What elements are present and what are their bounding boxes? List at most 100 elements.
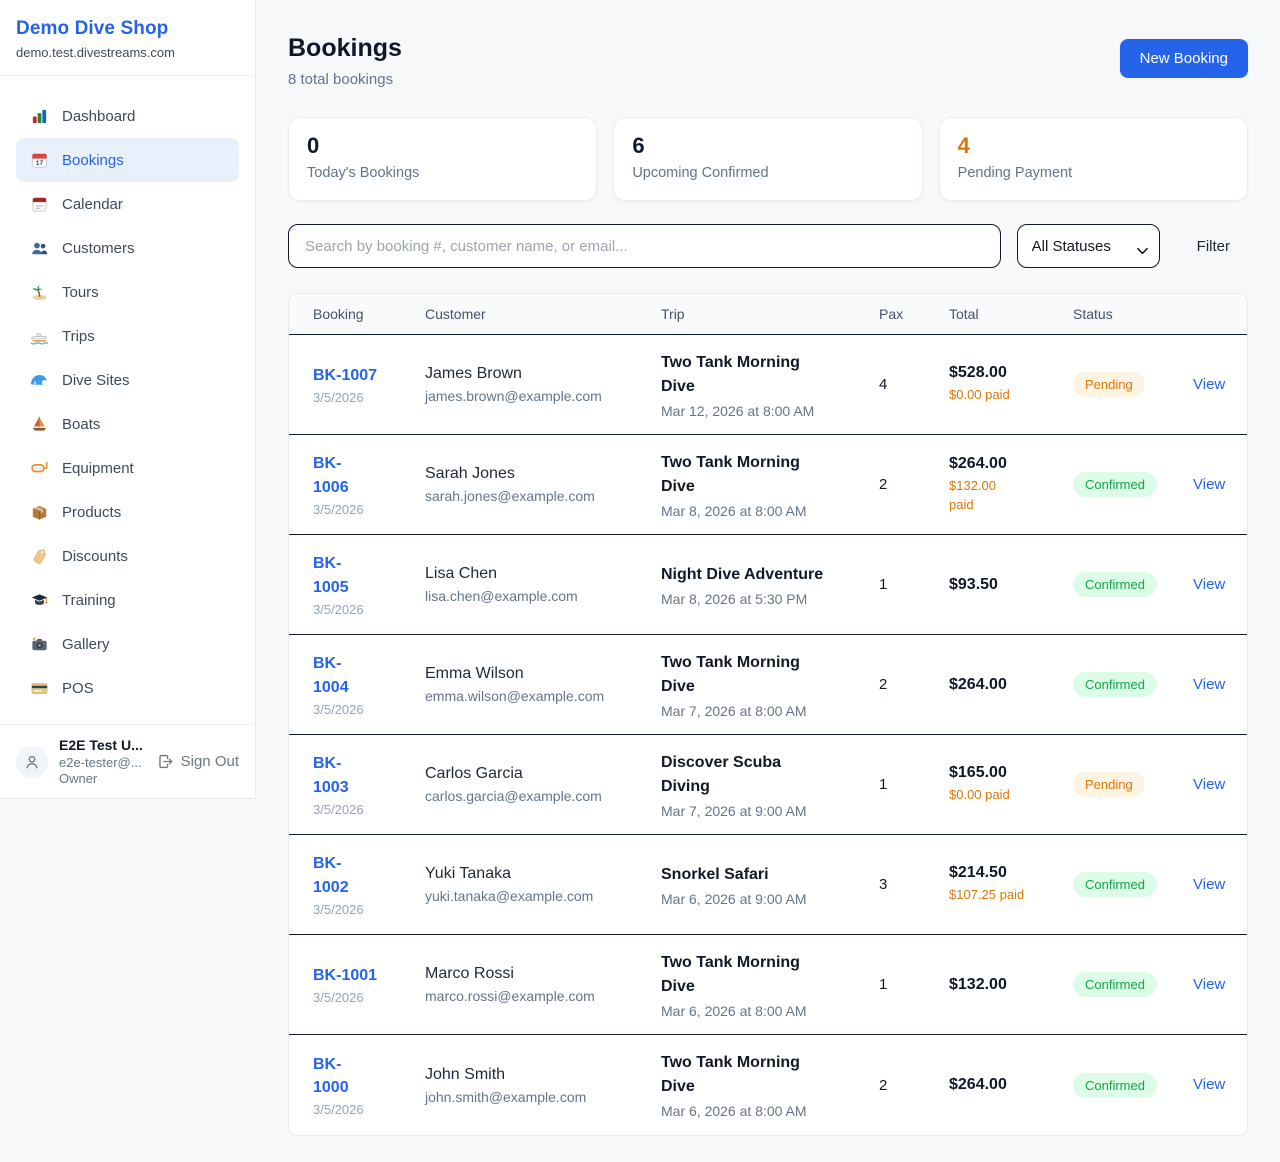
sidebar-item-training[interactable]: Training <box>16 578 239 622</box>
total-cell: $214.50 $107.25 paid <box>949 864 1073 905</box>
bar-chart-icon <box>29 106 49 126</box>
wave-icon <box>29 370 49 390</box>
sign-out-button[interactable]: Sign Out <box>157 753 239 770</box>
trip-cell: Two Tank Morning Dive Mar 8, 2026 at 8:00… <box>661 451 879 519</box>
stat-value: 4 <box>957 133 970 158</box>
action-cell: View <box>1193 1076 1231 1094</box>
status-cell: Confirmed <box>1073 1072 1193 1098</box>
sidebar-item-gallery[interactable]: Gallery <box>16 622 239 666</box>
total-amount: $528.00 <box>949 364 1007 382</box>
table-row: BK-1007 3/5/2026 James Brown james.brown… <box>289 335 1247 435</box>
column-header-trip: Trip <box>661 306 685 322</box>
paid-amount: $0.00 paid <box>949 787 1010 803</box>
sidebar-item-label: Customers <box>62 239 135 257</box>
sidebar-item-dive-sites[interactable]: Dive Sites <box>16 358 239 402</box>
sidebar-item-calendar[interactable]: Calendar <box>16 182 239 226</box>
booking-date: 3/5/2026 <box>313 801 364 817</box>
total-amount: $132.00 <box>949 975 1007 993</box>
customer-cell: James Brown james.brown@example.com <box>425 365 661 404</box>
stat-card-todays-bookings: 0 Today's Bookings <box>288 117 598 201</box>
table-body: BK-1007 3/5/2026 James Brown james.brown… <box>289 335 1247 1135</box>
customer-name: Marco Rossi <box>425 965 514 982</box>
pax-count: 1 <box>879 576 888 593</box>
trip-cell: Night Dive Adventure Mar 8, 2026 at 5:30… <box>661 563 879 607</box>
total-amount: $214.50 <box>949 864 1007 882</box>
customer-email: emma.wilson@example.com <box>425 688 605 704</box>
customer-email: marco.rossi@example.com <box>425 988 595 1004</box>
customer-cell: Yuki Tanaka yuki.tanaka@example.com <box>425 865 661 904</box>
sidebar: Demo Dive Shop demo.test.divestreams.com… <box>0 0 256 799</box>
pax-count: 4 <box>879 376 888 393</box>
view-link[interactable]: View <box>1193 775 1226 793</box>
sidebar-item-label: Trips <box>62 327 95 345</box>
status-cell: Confirmed <box>1073 672 1193 697</box>
pax-count: 2 <box>879 1076 888 1094</box>
status-badge: Confirmed <box>1073 472 1157 497</box>
trip-cell: Two Tank Morning Dive Mar 12, 2026 at 8:0… <box>661 351 879 419</box>
stat-label: Pending Payment <box>957 165 1073 182</box>
customer-cell: John Smith john.smith@example.com <box>425 1066 661 1105</box>
total-amount: $93.50 <box>949 575 998 593</box>
customer-name: John Smith <box>425 1065 506 1083</box>
booking-id-link[interactable]: BK- 1006 <box>313 455 349 496</box>
stat-card-upcoming-confirmed: 6 Upcoming Confirmed <box>613 117 923 201</box>
view-link[interactable]: View <box>1193 375 1226 393</box>
customer-email: carlos.garcia@example.com <box>425 788 602 804</box>
sidebar-item-trips[interactable]: Trips <box>16 314 239 358</box>
sidebar-item-label: Training <box>62 591 116 609</box>
sidebar-item-customers[interactable]: Customers <box>16 226 239 270</box>
booking-id-link[interactable]: BK- 1005 <box>313 555 349 596</box>
status-cell: Confirmed <box>1073 472 1193 497</box>
status-badge: Pending <box>1073 372 1145 397</box>
trip-cell: Two Tank Morning Dive Mar 6, 2026 at 8:00… <box>661 951 879 1019</box>
booking-id-link[interactable]: BK- 1002 <box>313 855 349 896</box>
customer-email: yuki.tanaka@example.com <box>425 888 594 904</box>
trip-name: Two Tank Morning Dive <box>661 953 800 995</box>
paid-amount: $132.00 paid <box>949 477 996 512</box>
search-input[interactable] <box>288 224 1001 268</box>
sidebar-item-pos[interactable]: POS <box>16 666 239 710</box>
view-link[interactable]: View <box>1193 1076 1226 1093</box>
view-link[interactable]: View <box>1193 675 1226 693</box>
sailboat-icon <box>29 414 49 434</box>
column-header-booking: Booking <box>313 306 364 322</box>
booking-id-link[interactable]: BK- 1000 <box>313 1055 349 1096</box>
sidebar-item-tours[interactable]: Tours <box>16 270 239 314</box>
customer-email: lisa.chen@example.com <box>425 588 578 604</box>
new-booking-button[interactable]: New Booking <box>1119 39 1248 78</box>
trip-name: Night Dive Adventure <box>661 565 824 583</box>
action-cell: View <box>1193 676 1231 694</box>
booking-id-link[interactable]: BK- 1004 <box>313 655 349 696</box>
sidebar-nav: Dashboard 17 Bookings Calendar Customers… <box>0 76 255 724</box>
view-link[interactable]: View <box>1193 875 1226 893</box>
action-cell: View <box>1193 476 1231 494</box>
action-cell: View <box>1193 576 1231 594</box>
sidebar-item-products[interactable]: Products <box>16 490 239 534</box>
total-amount: $264.00 <box>949 1076 1007 1093</box>
trip-cell: Snorkel Safari Mar 6, 2026 at 9:00 AM <box>661 863 879 907</box>
booking-id-link[interactable]: BK-1001 <box>313 966 378 984</box>
view-link[interactable]: View <box>1193 475 1226 493</box>
people-icon <box>29 238 49 258</box>
view-link[interactable]: View <box>1193 575 1226 593</box>
booking-id-link[interactable]: BK-1007 <box>313 366 378 384</box>
status-badge: Confirmed <box>1073 872 1157 897</box>
booking-id-link[interactable]: BK- 1003 <box>313 755 349 796</box>
booking-cell: BK-1007 3/5/2026 <box>313 364 425 405</box>
sidebar-item-discounts[interactable]: Discounts <box>16 534 239 578</box>
view-link[interactable]: View <box>1193 975 1226 993</box>
status-filter-select[interactable]: All Statuses <box>1016 224 1160 268</box>
sidebar-item-label: Bookings <box>62 151 124 169</box>
customer-name: Emma Wilson <box>425 665 524 682</box>
app-logo[interactable]: Demo Dive Shop <box>16 18 169 39</box>
sidebar-item-bookings[interactable]: 17 Bookings <box>16 138 239 182</box>
action-cell: View <box>1193 976 1231 994</box>
sidebar-item-boats[interactable]: Boats <box>16 402 239 446</box>
table-row: BK- 1005 3/5/2026 Lisa Chen lisa.chen@exa… <box>289 535 1247 635</box>
sidebar-item-dashboard[interactable]: Dashboard <box>16 94 239 138</box>
filter-button[interactable]: Filter <box>1191 237 1236 256</box>
sidebar-item-equipment[interactable]: Equipment <box>16 446 239 490</box>
svg-text:17: 17 <box>35 160 43 167</box>
customer-cell: Sarah Jones sarah.jones@example.com <box>425 465 661 504</box>
booking-cell: BK- 1004 3/5/2026 <box>313 652 425 716</box>
